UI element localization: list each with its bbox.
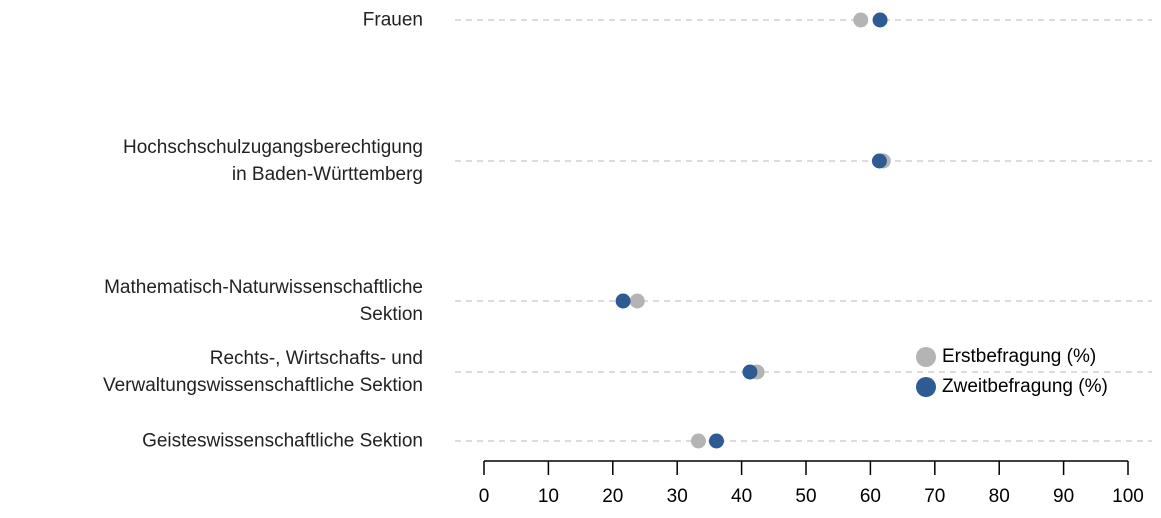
legend-label: Erstbefragung (%) <box>942 346 1096 367</box>
dot <box>742 364 758 380</box>
category-label: Geisteswissenschaftliche Sektion <box>142 430 423 452</box>
x-tick-label: 20 <box>602 486 623 507</box>
category-label: Rechts-, Wirtschafts- und Verwaltungswis… <box>102 348 423 396</box>
dot <box>629 293 645 309</box>
x-tick-label: 30 <box>667 486 688 507</box>
x-tick-label: 70 <box>924 486 945 507</box>
x-tick-label: 40 <box>731 486 752 507</box>
x-tick-label: 90 <box>1053 486 1074 507</box>
category-label: Mathematisch-Naturwissenschaftliche Sekt… <box>104 277 423 325</box>
category-label: Hochschschulzugangsberechtigung in Baden… <box>123 137 423 185</box>
x-tick-label: 60 <box>860 486 881 507</box>
x-tick-label: 100 <box>1112 486 1144 507</box>
dot <box>690 433 706 449</box>
dot <box>708 433 724 449</box>
dot <box>872 12 888 28</box>
legend-swatch <box>916 377 936 397</box>
x-tick-label: 0 <box>479 486 490 507</box>
category-label: Frauen <box>362 9 423 31</box>
dot <box>615 293 631 309</box>
x-tick-label: 50 <box>795 486 816 507</box>
x-tick-label: 80 <box>989 486 1010 507</box>
dot <box>871 153 887 169</box>
legend-label: Zweitbefragung (%) <box>942 376 1108 397</box>
legend-swatch <box>916 347 936 367</box>
x-tick-label: 10 <box>538 486 559 507</box>
dot <box>853 12 869 28</box>
